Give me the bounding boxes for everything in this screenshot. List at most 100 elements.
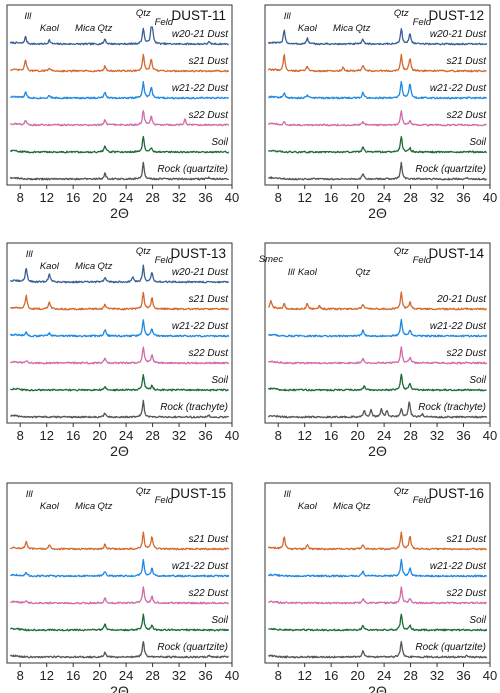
series-label: s22 Dust	[189, 110, 230, 121]
series-label: w21-22 Dust	[430, 561, 487, 572]
series-label: Soil	[469, 615, 486, 626]
x-tick-label: 28	[145, 428, 159, 443]
series-label: w21-22 Dust	[172, 321, 229, 332]
series-label: w20-21 Dust	[172, 267, 229, 278]
x-axis-title: 2Θ	[368, 205, 387, 221]
x-tick-label: 24	[119, 190, 133, 205]
x-axis-title: 2Θ	[110, 205, 129, 221]
x-tick-label: 36	[456, 428, 470, 443]
x-tick-label: 16	[324, 190, 338, 205]
mineral-label: Feld	[413, 17, 432, 28]
mineral-label: Smec	[259, 254, 284, 265]
x-tick-label: 20	[350, 428, 364, 443]
xrd-trace	[10, 558, 230, 578]
xrd-trace	[268, 135, 488, 154]
mineral-label: Qtz	[394, 8, 409, 19]
x-tick-label: 40	[483, 190, 497, 205]
xrd-trace	[9, 291, 230, 311]
xrd-trace	[9, 319, 230, 338]
series-label: w20-21 Dust	[172, 29, 229, 40]
panel-title: DUST-14	[428, 246, 484, 261]
x-tick-label: 40	[483, 428, 497, 443]
mineral-label: Kaol	[298, 267, 318, 278]
series-label: w21-22 Dust	[172, 561, 229, 572]
x-tick-label: 40	[225, 428, 239, 443]
x-tick-label: 36	[198, 668, 212, 683]
x-tick-label: 16	[324, 428, 338, 443]
mineral-label: Kaol	[40, 23, 60, 34]
x-tick-label: 20	[92, 668, 106, 683]
x-tick-label: 20	[350, 668, 364, 683]
x-tick-label: 32	[172, 428, 186, 443]
xrd-trace	[9, 161, 229, 181]
x-tick-label: 12	[39, 190, 53, 205]
x-tick-label: 12	[297, 668, 311, 683]
x-tick-label: 8	[275, 428, 282, 443]
x-tick-label: 24	[377, 428, 391, 443]
series-label: Soil	[211, 137, 228, 148]
x-tick-label: 28	[145, 668, 159, 683]
mineral-label: Kaol	[40, 261, 60, 272]
x-tick-label: 24	[377, 668, 391, 683]
xrd-trace	[267, 28, 488, 46]
series-label: s22 Dust	[189, 588, 230, 599]
series-label: s22 Dust	[447, 588, 488, 599]
mineral-label: Mica	[75, 501, 95, 512]
x-tick-label: 24	[119, 668, 133, 683]
xrd-panel: 8 12 16 20 24 28 32 36 40 2Θ DUST-13 w20-21 Dust s21…	[6, 242, 239, 459]
x-tick-label: 8	[17, 668, 24, 683]
mineral-label: Qtz	[136, 246, 151, 257]
series-label: s22 Dust	[447, 110, 488, 121]
x-tick-label: 40	[483, 668, 497, 683]
x-tick-label: 8	[17, 190, 24, 205]
xrd-trace	[10, 373, 229, 392]
x-tick-label: 16	[324, 668, 338, 683]
x-tick-label: 16	[66, 668, 80, 683]
mineral-label: Qtz	[394, 246, 409, 257]
xrd-trace	[267, 373, 487, 392]
xrd-panel: 8 12 16 20 24 28 32 36 40 2Θ DUST-15 s21 Dust w21-22…	[6, 482, 239, 693]
mineral-label: Feld	[155, 17, 174, 28]
series-label: s21 Dust	[447, 534, 488, 545]
xrd-trace	[9, 26, 229, 46]
plot-frame	[6, 4, 233, 186]
series-label: w21-22 Dust	[172, 83, 229, 94]
series-label: Rock (quartzite)	[157, 164, 228, 175]
x-tick-label: 12	[297, 190, 311, 205]
mineral-label: Qtz	[356, 501, 371, 512]
x-tick-label: 28	[403, 668, 417, 683]
series-label: w21-22 Dust	[430, 321, 487, 332]
mineral-label: Kaol	[298, 23, 318, 34]
panel-title: DUST-15	[170, 486, 226, 501]
xrd-trace	[9, 264, 230, 284]
series-label: Rock (quartzite)	[415, 164, 486, 175]
x-tick-label: 36	[198, 428, 212, 443]
xrd-panel: 8 12 16 20 24 28 32 36 40 2Θ DUST-14 20-21 Dust w21-…	[259, 242, 497, 459]
x-tick-label: 24	[119, 428, 133, 443]
x-axis-title: 2Θ	[110, 683, 129, 693]
x-tick-label: 32	[430, 190, 444, 205]
mineral-label: Feld	[155, 495, 174, 506]
plot-frame	[6, 242, 233, 424]
xrd-panel: 8 12 16 20 24 28 32 36 40 2Θ DUST-16 s21 Dust w21-22…	[264, 482, 497, 693]
mineral-label: Mica	[75, 261, 95, 272]
xrd-trace	[10, 586, 230, 605]
xrd-trace	[267, 53, 487, 73]
x-tick-label: 16	[66, 428, 80, 443]
x-tick-label: 36	[456, 190, 470, 205]
x-tick-label: 40	[225, 668, 239, 683]
xrd-trace	[10, 346, 230, 365]
x-tick-label: 36	[456, 668, 470, 683]
xrd-trace	[9, 641, 229, 659]
x-tick-label: 36	[198, 190, 212, 205]
mineral-label: Ill	[24, 11, 32, 22]
plot-frame	[6, 482, 233, 664]
x-tick-label: 28	[145, 190, 159, 205]
series-label: Rock (quartzite)	[415, 642, 486, 653]
x-tick-label: 16	[66, 190, 80, 205]
series-label: s22 Dust	[189, 348, 230, 359]
mineral-label: Kaol	[298, 501, 318, 512]
x-tick-label: 28	[403, 190, 417, 205]
xrd-trace	[267, 531, 487, 551]
